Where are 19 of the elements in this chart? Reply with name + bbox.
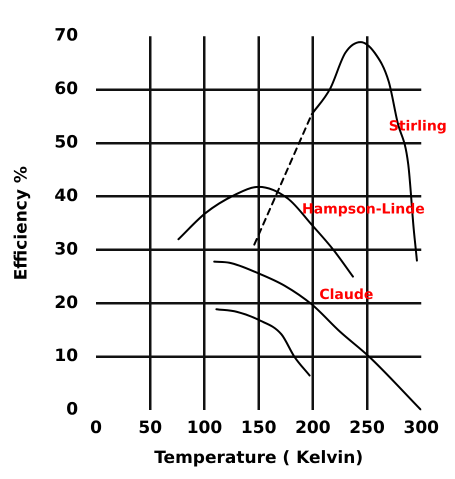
x-axis-title: Temperature ( Kelvin) <box>154 448 364 468</box>
x-tick-label: 200 <box>295 418 331 438</box>
line-series <box>215 308 311 376</box>
y-tick-label: 60 <box>54 79 78 100</box>
line-series <box>213 260 422 410</box>
x-tick-label: 100 <box>186 418 222 438</box>
y-tick-label: 20 <box>54 292 78 313</box>
y-tick-label: 70 <box>54 26 78 46</box>
x-tick-label: 150 <box>240 418 277 438</box>
x-tick-label: 250 <box>349 418 385 438</box>
y-tick-label: 0 <box>66 400 78 420</box>
y-tick-label: 10 <box>54 346 78 366</box>
x-tick-label: 50 <box>138 418 162 438</box>
y-tick-label: 50 <box>54 132 78 152</box>
y-tick-label: 40 <box>54 186 78 206</box>
x-tick-label: 300 <box>404 418 440 438</box>
x-tick-label: 0 <box>90 418 102 438</box>
y-tick-label: 30 <box>54 239 78 260</box>
y-axis-title: Efficiency % <box>12 166 32 280</box>
